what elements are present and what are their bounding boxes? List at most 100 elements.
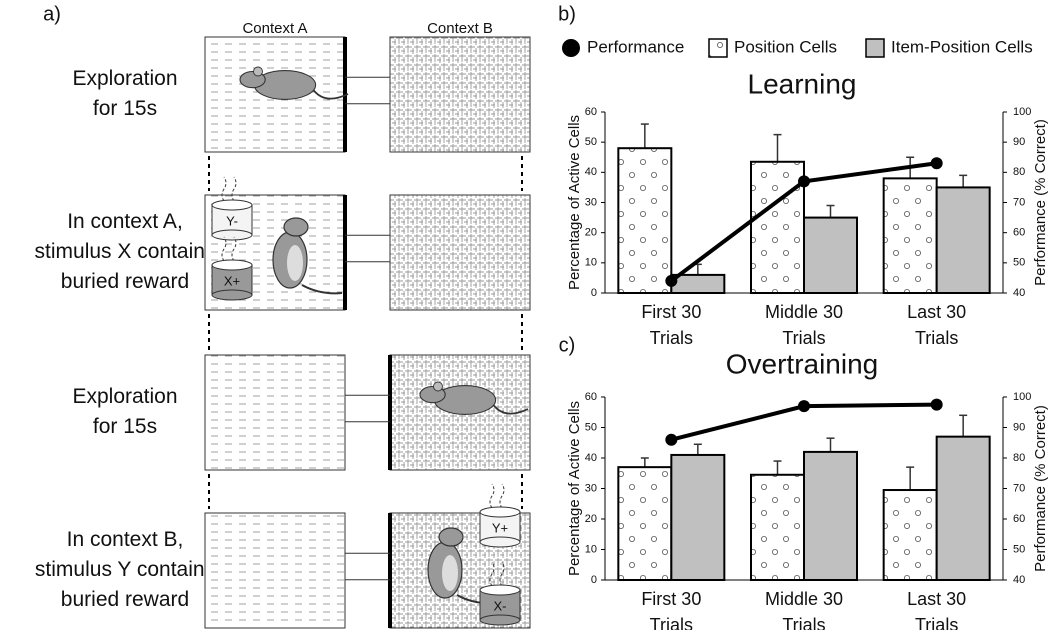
rat	[419, 381, 529, 415]
bar	[617, 466, 673, 581]
y2-tick-label: 60	[1013, 227, 1025, 239]
y-tick-label: 10	[585, 543, 597, 555]
cup-label: Y-	[226, 213, 238, 228]
panel-label: b)	[558, 3, 576, 25]
legend-swatch	[865, 38, 885, 58]
rat-tail	[313, 89, 349, 100]
y-tick-label: 60	[585, 106, 597, 118]
context-label: Context B	[427, 20, 493, 37]
bar	[882, 489, 938, 581]
cup-rim	[211, 259, 253, 271]
y-tick-label: 30	[585, 196, 597, 208]
panel-label: c)	[559, 334, 576, 356]
rat	[272, 217, 343, 295]
bar	[803, 450, 858, 581]
y-tick-label: 40	[585, 166, 597, 178]
legend-swatch	[708, 38, 728, 58]
cup-label: X-	[494, 598, 507, 613]
performance-point	[665, 433, 678, 446]
bar	[670, 453, 726, 582]
bar	[670, 273, 726, 294]
cup-rim	[479, 506, 521, 518]
chart-title: Learning	[748, 68, 857, 99]
y2-tick-label: 40	[1013, 574, 1025, 586]
context-b-box	[389, 36, 531, 153]
condition-label: for 15s	[93, 97, 157, 120]
cup-base	[211, 289, 253, 301]
rat-belly	[287, 245, 303, 281]
condition-label: stimulus Y contains	[35, 558, 215, 581]
y-tick-label: 50	[585, 421, 597, 433]
context-label: Context A	[242, 20, 307, 37]
y2-axis-title: Performance (% Correct)	[1032, 119, 1049, 286]
condition-label: In context B,	[67, 528, 184, 551]
y-tick-label: 0	[591, 287, 597, 299]
performance-point	[665, 274, 678, 287]
cup-base	[479, 614, 521, 626]
x-tick-label: Last 30 Trials	[907, 589, 966, 630]
condition-label: Exploration	[72, 385, 177, 408]
bar	[617, 147, 673, 294]
odor-wave	[221, 176, 237, 202]
performance-point	[798, 175, 810, 188]
odor-wave	[489, 561, 505, 587]
bar	[935, 435, 991, 581]
y-tick-label: 20	[585, 513, 597, 525]
chart-title: Overtraining	[726, 348, 879, 379]
x-tick-label: Middle 30 Trials	[765, 302, 843, 348]
rat-ear	[433, 381, 443, 392]
context-a-box	[204, 354, 346, 471]
y2-tick-label: 50	[1013, 257, 1025, 269]
legend-swatch	[562, 39, 580, 57]
condition-label: stimulus X contains	[35, 240, 216, 263]
y-axis-title: Percentage of Active Cells	[566, 115, 583, 290]
x-tick-label: First 30 Trials	[641, 589, 701, 630]
y2-tick-label: 100	[1013, 106, 1031, 118]
y2-tick-label: 70	[1013, 196, 1025, 208]
bar	[935, 186, 991, 295]
condition-label: Exploration	[72, 67, 177, 90]
y-tick-label: 0	[591, 574, 597, 586]
y-tick-label: 10	[585, 257, 597, 269]
bar	[750, 160, 805, 294]
context-b-box	[389, 194, 531, 311]
cup-rim	[479, 584, 521, 596]
y-tick-label: 40	[585, 452, 597, 464]
rat-ear	[253, 66, 263, 77]
cup-label: Y+	[492, 520, 508, 535]
y2-tick-label: 100	[1013, 391, 1031, 403]
y-tick-label: 20	[585, 227, 597, 239]
y-tick-label: 30	[585, 482, 597, 494]
y2-axis-title: Performance (% Correct)	[1032, 405, 1049, 572]
cup-rim	[211, 199, 253, 211]
y2-tick-label: 40	[1013, 287, 1025, 299]
cup-base	[211, 229, 253, 241]
condition-label: In context A,	[67, 210, 183, 233]
rat	[427, 527, 498, 605]
rat	[239, 66, 349, 100]
performance-point	[798, 400, 810, 413]
legend-label: Position Cells	[734, 37, 837, 56]
y2-tick-label: 90	[1013, 136, 1025, 148]
condition-label: buried reward	[61, 270, 189, 293]
performance-point	[930, 398, 943, 411]
y2-tick-label: 80	[1013, 452, 1025, 464]
panel-label: a)	[43, 3, 61, 25]
bar	[882, 177, 938, 294]
y2-tick-label: 50	[1013, 543, 1025, 555]
rat-head	[283, 217, 309, 237]
cup-base	[479, 536, 521, 548]
rat-tail	[493, 404, 529, 415]
rat-tail	[301, 284, 343, 295]
legend-label: Performance	[587, 37, 684, 56]
x-tick-label: Last 30 Trials	[907, 302, 966, 348]
bar	[803, 216, 858, 294]
cup-label: X+	[224, 273, 240, 288]
y2-tick-label: 90	[1013, 421, 1025, 433]
y2-tick-label: 70	[1013, 482, 1025, 494]
y2-tick-label: 60	[1013, 513, 1025, 525]
rat-head	[438, 527, 464, 547]
performance-point	[930, 157, 943, 170]
condition-label: buried reward	[61, 588, 189, 611]
